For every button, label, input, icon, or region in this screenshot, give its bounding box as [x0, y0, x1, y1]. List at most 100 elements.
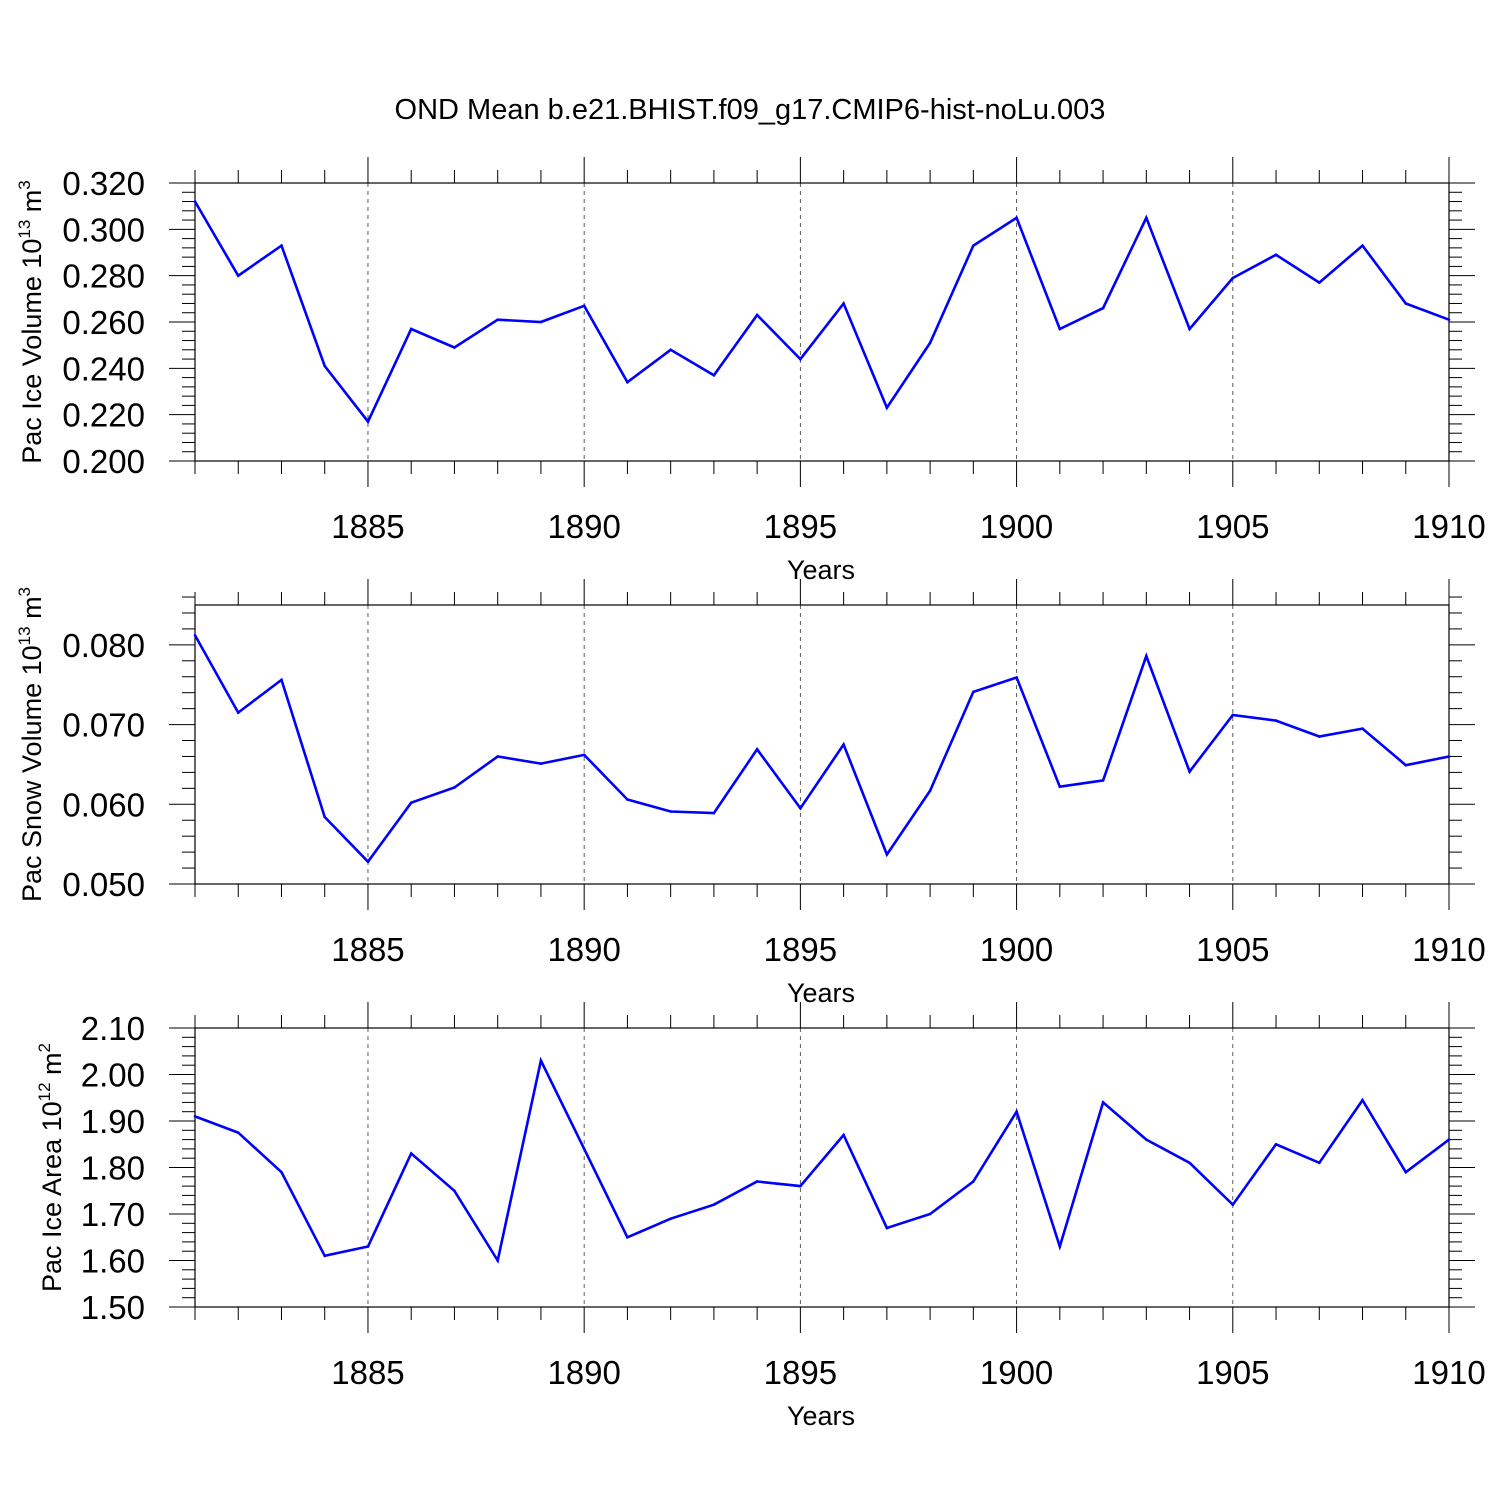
data-point: [1447, 318, 1451, 321]
x-tick-label: 1910: [1412, 1354, 1485, 1391]
chart-panel-3: 1.50 1.60 1.70 1.80 1.90 2.00 2.10 1885 1890 1895…: [35, 1002, 1486, 1431]
data-point: [1188, 1161, 1191, 1165]
y-axis-label: Pac Ice Volume 1013 m3: [15, 180, 47, 464]
data-point: [1317, 735, 1321, 738]
data-point: [280, 678, 283, 682]
x-axis-label: Years: [787, 1401, 855, 1431]
y-axis-label-unit-exponent: 3: [15, 587, 34, 596]
series-line: [193, 200, 1450, 425]
plot-frame: [194, 182, 1450, 462]
data-point: [1015, 216, 1018, 220]
data-point: [1145, 1138, 1148, 1141]
data-point: [928, 789, 932, 793]
data-point: [496, 1259, 499, 1262]
data-point: [712, 811, 716, 815]
data-point: [193, 200, 197, 203]
y-tick-label: 0.060: [62, 786, 145, 823]
y-axis-label: Pac Snow Volume 1013 m3: [15, 587, 47, 902]
data-point: [280, 1170, 283, 1174]
x-tick-label: 1900: [980, 931, 1053, 968]
data-point: [539, 762, 543, 765]
data-point: [755, 1180, 759, 1183]
data-point: [366, 420, 370, 423]
chart-panel-2: 0.050 0.060 0.070 0.080 1885 1890 1895 1900 1905…: [15, 579, 1486, 1008]
y-axis-label-unit: m: [17, 596, 47, 626]
data-point: [626, 380, 629, 384]
data-point: [1274, 719, 1278, 722]
y-tick-label: 0.050: [62, 866, 145, 903]
y-tick-label: 1.90: [81, 1103, 145, 1140]
data-point: [409, 801, 413, 804]
data-point: [799, 357, 802, 361]
data-point: [453, 346, 456, 349]
y-tick-label: 0.220: [62, 397, 145, 434]
series-line: [194, 1056, 1450, 1264]
data-point: [1361, 727, 1364, 730]
chart-title: OND Mean b.e21.BHIST.f09_g17.CMIP6-hist-…: [395, 94, 1106, 126]
data-point: [1015, 676, 1018, 679]
y-axis-label-exponent: 12: [35, 1082, 54, 1101]
x-axis-label: Years: [787, 555, 855, 585]
chart-panel-1: 0.200 0.220 0.240 0.260 0.280 0.300 0.320 1885 1…: [15, 157, 1486, 585]
y-tick-label: 2.10: [81, 1010, 145, 1047]
data-point: [1188, 770, 1191, 773]
data-point: [1015, 1110, 1018, 1113]
data-point: [972, 690, 975, 694]
series-line: [193, 634, 1450, 864]
data-point: [236, 711, 240, 714]
data-point: [972, 244, 975, 247]
data-point: [1145, 216, 1148, 220]
data-point: [193, 1115, 197, 1118]
y-axis-label-unit: m: [37, 1052, 67, 1082]
data-point: [236, 274, 240, 277]
data-point: [1274, 253, 1278, 257]
y-tick-label: 0.300: [62, 211, 145, 248]
data-point: [885, 406, 889, 410]
data-point: [842, 743, 845, 746]
y-tick-label: 0.320: [62, 165, 145, 202]
data-point: [1058, 1245, 1062, 1248]
data-point: [1317, 1161, 1321, 1165]
data-point: [1101, 306, 1105, 310]
x-tick-label: 1895: [764, 1354, 837, 1391]
data-point: [885, 1226, 889, 1230]
y-tick-label: 0.240: [62, 350, 145, 387]
data-point: [409, 327, 413, 331]
x-tick-label: 1890: [547, 1354, 620, 1391]
data-point: [1317, 281, 1321, 284]
data-point: [885, 853, 889, 856]
data-point: [669, 348, 672, 352]
x-tick-label: 1885: [331, 508, 404, 545]
y-axis-label: Pac Ice Area 1012 m2: [35, 1043, 67, 1292]
x-tick-label: 1895: [764, 931, 837, 968]
data-point: [323, 815, 327, 819]
data-point: [453, 1189, 456, 1193]
data-point: [1231, 1203, 1235, 1206]
y-axis-label-text: Pac Snow Volume 10: [17, 645, 47, 902]
data-point: [669, 810, 672, 813]
y-tick-label: 0.260: [62, 304, 145, 341]
data-point: [1058, 785, 1062, 789]
plot-frame: [194, 604, 1450, 885]
data-point: [1404, 302, 1408, 305]
x-tick-label: 1900: [980, 508, 1053, 545]
y-tick-label: 0.080: [62, 627, 145, 664]
y-axis-label-exponent: 13: [15, 220, 34, 239]
y-tick-label: 1.80: [81, 1150, 145, 1187]
data-point: [626, 1235, 629, 1239]
data-point: [539, 320, 543, 324]
data-point: [1231, 276, 1235, 280]
data-point: [582, 1147, 586, 1151]
data-point: [1188, 327, 1191, 331]
data-point: [582, 304, 586, 308]
data-point: [1101, 1101, 1105, 1104]
data-point: [539, 1059, 543, 1062]
y-tick-label: 1.60: [81, 1243, 145, 1280]
data-point: [1361, 1098, 1364, 1102]
data-point: [928, 341, 932, 345]
data-point: [496, 318, 499, 321]
data-point: [712, 373, 716, 377]
data-point: [1404, 1170, 1408, 1174]
x-tick-label: 1905: [1196, 1354, 1269, 1391]
